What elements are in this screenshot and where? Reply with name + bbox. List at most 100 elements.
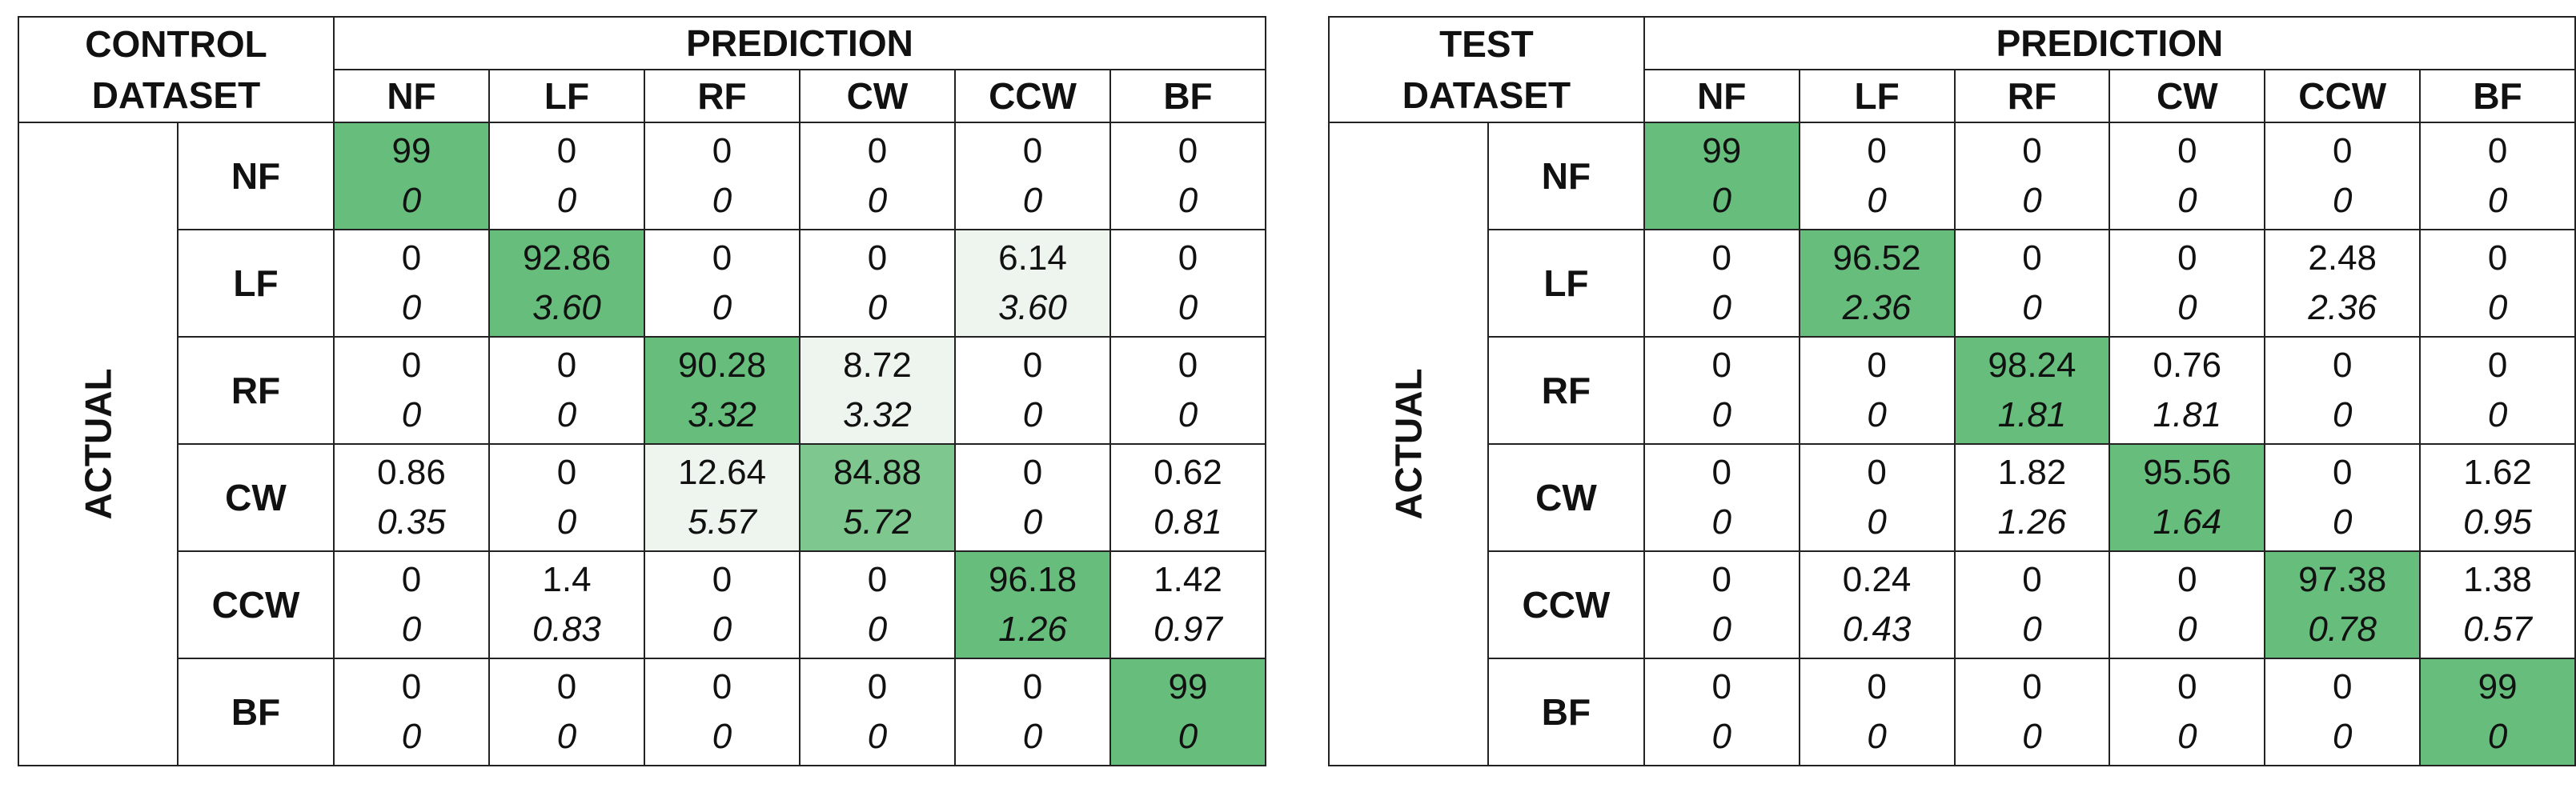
- cell-value: 96.18: [988, 560, 1077, 599]
- matrix-body: ACTUAL NF 99 0 0 0 0 0 0 0 0 0 0 0 LF 0 0 96.52 2.36 0 0 0 0 2.…: [1328, 122, 2576, 766]
- cell-value: 0: [2177, 560, 2197, 599]
- cell-error: 0: [2487, 288, 2508, 327]
- cell-error: 2.36: [1842, 288, 1912, 327]
- cell-error: 0: [2022, 288, 2042, 327]
- matrix-cell: 96.18 1.26: [954, 550, 1111, 659]
- column-header-bf: BF: [1109, 69, 1266, 123]
- cell-value: 84.88: [833, 453, 922, 492]
- cell-error: 0: [401, 181, 422, 220]
- cell-value: 0: [2022, 667, 2042, 706]
- cell-error: 2.36: [2308, 288, 2377, 327]
- cell-value: 0: [401, 560, 422, 599]
- cell-error: 0: [1711, 502, 1731, 542]
- cell-value: 0: [2487, 131, 2508, 170]
- cell-value: 95.56: [2143, 453, 2232, 492]
- matrix-row: CCW 0 0 1.4 0.83 0 0 0 0 96.18 1.26 1.42 0.97: [18, 550, 1266, 659]
- cell-error: 0.57: [2463, 610, 2532, 649]
- cell-error: 0.83: [532, 610, 601, 649]
- cell-value: 0: [712, 560, 732, 599]
- column-header-nf: NF: [333, 69, 490, 123]
- matrix-row: CW 0.86 0.35 0 0 12.64 5.57 84.88 5.72 0 0 0.62 0.81: [18, 443, 1266, 552]
- cell-value: 0: [2332, 131, 2353, 170]
- column-header-rf: RF: [1953, 69, 2111, 123]
- cell-value: 0: [867, 667, 888, 706]
- cell-value: 0: [867, 238, 888, 278]
- matrix-cell: 1.38 0.57: [2419, 550, 2576, 659]
- cell-value: 0: [1178, 346, 1198, 385]
- cell-error: 0: [2487, 395, 2508, 434]
- cell-value: 0: [1867, 453, 1887, 492]
- cell-value: 0: [712, 238, 732, 278]
- cell-error: 1.26: [998, 610, 1067, 649]
- cell-error: 0: [556, 717, 577, 756]
- cell-value: 0: [1178, 131, 1198, 170]
- test-confusion-matrix: TEST DATASET PREDICTION NF LF RF CW CCW BF AC…: [1328, 16, 2576, 766]
- cell-value: 0: [2022, 238, 2042, 278]
- matrix-cell: 90.28 3.32: [644, 336, 800, 445]
- cell-error: 0: [1178, 717, 1198, 756]
- cell-value: 0: [867, 560, 888, 599]
- matrix-row: LF 0 0 92.86 3.60 0 0 0 0 6.14 3.60 0 0: [18, 229, 1266, 338]
- cell-value: 0.76: [2153, 346, 2222, 385]
- cell-error: 0: [712, 717, 732, 756]
- cell-value: 8.72: [843, 346, 912, 385]
- matrix-row: CW 0 0 0 0 1.82 1.26 95.56 1.64 0 0 1.62 0.95: [1329, 443, 2576, 552]
- cell-error: 0: [556, 502, 577, 542]
- cell-error: 0.97: [1154, 610, 1222, 649]
- cell-error: 0: [1867, 181, 1887, 220]
- row-header-lf: LF: [177, 229, 335, 338]
- matrix-body: ACTUAL NF 99 0 0 0 0 0 0 0 0 0 0 0 LF 0 0 92.86 3.60 0 0 0 0 6.…: [18, 122, 1266, 766]
- cell-value: 97.38: [2298, 560, 2387, 599]
- row-header-rf: RF: [1487, 336, 1645, 445]
- cell-value: 0: [2022, 560, 2042, 599]
- corner-title-line: DATASET: [91, 74, 261, 116]
- matrix-cell: 98.24 1.81: [1953, 336, 2111, 445]
- cell-value: 0: [1711, 238, 1731, 278]
- matrix-cell: 92.86 3.60: [488, 229, 645, 338]
- cell-error: 0: [2177, 717, 2197, 756]
- matrix-cell: 0.24 0.43: [1798, 550, 1956, 659]
- matrix-row: BF 0 0 0 0 0 0 0 0 0 0 99 0: [18, 658, 1266, 766]
- cell-value: 98.24: [1988, 346, 2076, 385]
- cell-error: 0.78: [2308, 610, 2377, 649]
- row-header-cw: CW: [177, 443, 335, 552]
- matrix-row: BF 0 0 0 0 0 0 0 0 0 0 99 0: [1329, 658, 2576, 766]
- cell-error: 0: [1022, 502, 1043, 542]
- column-header-row: NF LF RF CW CCW BF: [18, 69, 1266, 123]
- cell-value: 0: [2487, 238, 2508, 278]
- cell-error: 3.60: [532, 288, 601, 327]
- cell-value: 0: [2487, 346, 2508, 385]
- cell-value: 0: [1711, 667, 1731, 706]
- cell-error: 0: [1022, 181, 1043, 220]
- cell-value: 0: [556, 667, 577, 706]
- corner-title: TEST DATASET: [1328, 16, 1645, 123]
- matrix-cell: 1.62 0.95: [2419, 443, 2576, 552]
- cell-error: 3.32: [843, 395, 912, 434]
- matrix-cell: 1.82 1.26: [1953, 443, 2111, 552]
- cell-value: 1.62: [2463, 453, 2532, 492]
- matrix-cell: 1.4 0.83: [488, 550, 645, 659]
- cell-value: 12.64: [677, 453, 767, 492]
- matrix-cell: 0.86 0.35: [333, 443, 490, 552]
- cell-error: 0: [1178, 181, 1198, 220]
- cell-error: 0: [2177, 610, 2197, 649]
- cell-error: 0: [1178, 288, 1198, 327]
- column-header-bf: BF: [2419, 69, 2576, 123]
